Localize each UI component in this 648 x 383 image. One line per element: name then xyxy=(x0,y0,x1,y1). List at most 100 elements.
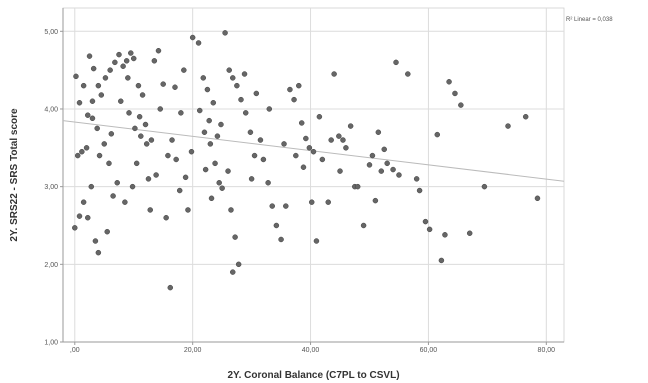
data-point xyxy=(422,218,429,225)
data-point xyxy=(176,187,183,194)
data-point xyxy=(107,67,113,73)
data-point xyxy=(83,145,90,151)
data-point xyxy=(155,47,162,54)
data-point xyxy=(80,199,87,205)
data-point xyxy=(347,123,354,129)
data-point xyxy=(89,98,96,104)
data-point xyxy=(300,164,307,170)
data-point xyxy=(226,67,232,73)
data-point xyxy=(85,112,91,118)
data-point xyxy=(172,84,178,90)
data-point xyxy=(228,207,234,213)
data-point xyxy=(466,230,473,237)
data-point xyxy=(257,137,264,143)
data-point xyxy=(340,137,346,143)
data-point xyxy=(142,121,149,128)
data-point xyxy=(296,82,302,89)
y-axis-ticks: 1,00 2,00 3,00 4,00 5,00 xyxy=(44,29,63,347)
data-point xyxy=(265,180,271,186)
data-point xyxy=(219,185,225,191)
data-point xyxy=(74,152,81,159)
data-point xyxy=(216,180,222,186)
data-point xyxy=(125,75,131,81)
data-point xyxy=(331,71,337,77)
data-point xyxy=(405,71,411,77)
data-point xyxy=(343,145,349,151)
data-points xyxy=(72,30,541,291)
data-point xyxy=(235,261,242,268)
data-point xyxy=(204,86,211,93)
data-point xyxy=(173,156,179,163)
data-point xyxy=(366,162,373,168)
data-point xyxy=(112,59,118,66)
data-point xyxy=(95,82,102,89)
data-point xyxy=(102,75,109,81)
data-point xyxy=(92,238,99,244)
y-tick-label: 3,00 xyxy=(44,184,58,191)
data-point xyxy=(266,106,273,112)
data-point xyxy=(291,96,297,103)
data-point xyxy=(522,113,529,120)
data-point xyxy=(136,113,143,120)
data-point xyxy=(384,160,390,167)
data-point xyxy=(118,98,124,104)
r-squared-annotation: R² Linear = 0,038 xyxy=(566,17,613,23)
data-point xyxy=(120,63,126,70)
data-point xyxy=(534,195,541,202)
data-point xyxy=(260,156,267,163)
x-tick-label: 40,00 xyxy=(302,347,320,354)
data-point xyxy=(354,183,361,190)
x-tick-label: 80,00 xyxy=(538,347,556,354)
data-point xyxy=(248,176,255,182)
data-point xyxy=(182,174,189,181)
data-point xyxy=(442,232,448,238)
data-point xyxy=(139,92,146,98)
data-point xyxy=(426,226,433,233)
data-point xyxy=(189,34,196,41)
data-point xyxy=(135,82,142,89)
data-point xyxy=(396,172,402,178)
data-point xyxy=(200,75,207,81)
data-point xyxy=(169,137,175,143)
data-point xyxy=(247,129,254,136)
x-tick-label: 20,00 xyxy=(184,347,202,354)
data-point xyxy=(106,160,112,167)
data-point xyxy=(98,92,105,98)
data-point xyxy=(116,51,122,58)
data-point xyxy=(298,120,305,126)
data-point xyxy=(208,195,215,202)
data-point xyxy=(273,222,280,229)
data-point xyxy=(104,228,110,235)
data-point xyxy=(416,187,423,194)
data-point xyxy=(85,214,91,221)
data-point xyxy=(138,133,144,139)
data-point xyxy=(165,152,171,159)
data-point xyxy=(185,207,191,213)
y-tick-label: 5,00 xyxy=(44,29,58,36)
data-point xyxy=(196,107,203,114)
data-point xyxy=(251,152,258,159)
data-point xyxy=(130,55,137,62)
data-point xyxy=(101,141,108,147)
data-point xyxy=(281,141,287,147)
data-point xyxy=(438,257,445,264)
data-point xyxy=(148,137,155,143)
data-point xyxy=(157,106,164,112)
data-point xyxy=(163,214,169,221)
data-point xyxy=(316,113,323,120)
data-point xyxy=(72,225,78,231)
data-point xyxy=(147,207,153,213)
data-point xyxy=(458,102,464,108)
data-point xyxy=(79,148,85,155)
data-point xyxy=(372,197,379,204)
data-point xyxy=(390,166,396,173)
data-point xyxy=(123,58,130,64)
y-tick-label: 4,00 xyxy=(44,106,58,113)
data-point xyxy=(122,199,128,205)
data-point xyxy=(129,183,136,190)
data-point xyxy=(293,152,299,159)
data-point xyxy=(201,129,208,136)
data-point xyxy=(375,129,382,136)
data-point xyxy=(505,123,511,129)
data-point xyxy=(86,53,93,59)
